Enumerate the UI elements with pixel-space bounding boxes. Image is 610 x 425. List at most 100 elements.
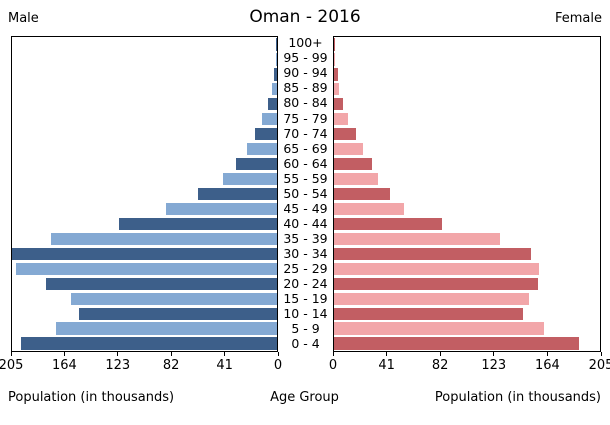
age-group-label: 80 - 84 [283,95,328,111]
age-group-label: 55 - 59 [283,170,328,186]
bar-male-50-54 [198,187,277,201]
bar-female-90-94 [334,68,338,81]
bar-female-25-29 [334,262,539,275]
female-bar-row [334,201,600,216]
footer: Population (in thousands) Age Group Popu… [0,378,610,405]
bar-male-75-79 [261,113,277,126]
x-tick-label: 41 [378,358,395,373]
bar-female-85-89 [334,83,340,96]
female-bar-row [334,172,600,187]
right-axis-caption: Population (in thousands) [434,390,601,405]
female-bar-row [334,261,600,276]
female-x-axis: 0 41 82 123 164 205 [329,352,610,378]
bar-male-30-34 [12,247,277,260]
bar-male-15-19 [71,292,277,305]
female-bar-row [334,82,600,97]
male-bar-row [12,157,277,172]
bar-male-25-29 [15,262,277,275]
male-bar-row [12,231,277,246]
male-bar-row [12,201,277,216]
x-tick-label: 0 [273,358,283,373]
x-tick-mark [439,352,441,356]
age-group-label: 60 - 64 [283,155,328,171]
x-tick-mark [546,352,548,356]
age-group-label: 20 - 24 [283,276,328,292]
x-tick-label: 164 [51,358,77,373]
female-bar-row [334,336,600,351]
header: Male Oman - 2016 Female [0,0,610,32]
x-tick-mark [170,352,172,356]
male-bar-row [12,187,277,202]
x-tick-mark [224,352,226,356]
male-bar-row [12,246,277,261]
male-bar-row [12,321,277,336]
age-group-label: 40 - 44 [283,215,328,231]
bar-male-100plus [275,38,277,51]
bar-male-55-59 [222,172,277,186]
chart-area: 100+ 95 - 99 90 - 94 85 - 89 80 - 84 75 - 79 7… [0,36,610,352]
bar-female-55-59 [334,172,379,186]
bar-male-45-49 [165,202,277,216]
x-tick-label: 123 [481,358,507,373]
bar-female-30-34 [334,247,532,260]
female-side-label: Female [554,11,602,26]
x-tick-label: 164 [534,358,560,373]
male-bar-row [12,291,277,306]
female-bar-row [334,276,600,291]
female-bar-row [334,231,600,246]
bar-female-5-9 [334,322,545,335]
x-tick-mark [332,352,334,356]
age-group-label: 5 - 9 [291,321,320,337]
age-group-label: 30 - 34 [283,245,328,261]
female-bar-row [334,291,600,306]
x-tick-label: 82 [431,358,449,373]
bar-female-70-74 [334,128,357,141]
male-x-axis: 205 164 123 82 41 0 [0,352,282,378]
x-tick-label: 205 [0,358,24,373]
bar-female-0-4 [334,337,580,350]
bar-male-20-24 [45,277,277,290]
bar-female-50-54 [334,187,390,201]
female-bar-row [334,142,600,157]
bar-female-95-99 [334,53,336,66]
bar-male-60-64 [235,157,277,171]
female-bar-row [334,187,600,202]
axis-gap [278,352,333,378]
bar-male-85-89 [271,83,277,96]
age-group-label: 90 - 94 [283,65,328,81]
male-side-label: Male [8,11,39,26]
bar-male-90-94 [274,68,277,81]
male-bar-row [12,127,277,142]
age-group-label: 35 - 39 [283,230,328,246]
x-tick-mark [63,352,65,356]
female-bar-row [334,112,600,127]
x-tick-mark [600,352,602,356]
bar-male-80-84 [267,98,277,111]
x-tick-mark [10,352,12,356]
male-panel [11,36,278,352]
x-tick-mark [117,352,119,356]
age-group-label: 15 - 19 [283,291,328,307]
center-axis-caption: Age Group [270,390,339,405]
bar-female-40-44 [334,217,442,231]
male-bar-row [12,306,277,321]
x-axis-row: 205 164 123 82 41 0 0 41 82 123 164 205 [0,352,610,378]
male-bar-row [12,261,277,276]
male-bar-row [12,172,277,187]
bar-male-70-74 [255,128,277,141]
female-panel [333,36,601,352]
age-group-label: 75 - 79 [283,110,328,126]
bar-female-15-19 [334,292,529,305]
x-tick-label: 41 [216,358,233,373]
age-group-label: 25 - 29 [283,260,328,276]
age-group-label: 70 - 74 [283,125,328,141]
bar-female-35-39 [334,232,501,245]
age-group-label: 0 - 4 [291,336,320,352]
female-bar-row [334,157,600,172]
age-group-label: 95 - 99 [283,50,328,66]
female-bar-row [334,321,600,336]
x-tick-mark [386,352,388,356]
male-bar-row [12,97,277,112]
female-bar-row [334,216,600,231]
